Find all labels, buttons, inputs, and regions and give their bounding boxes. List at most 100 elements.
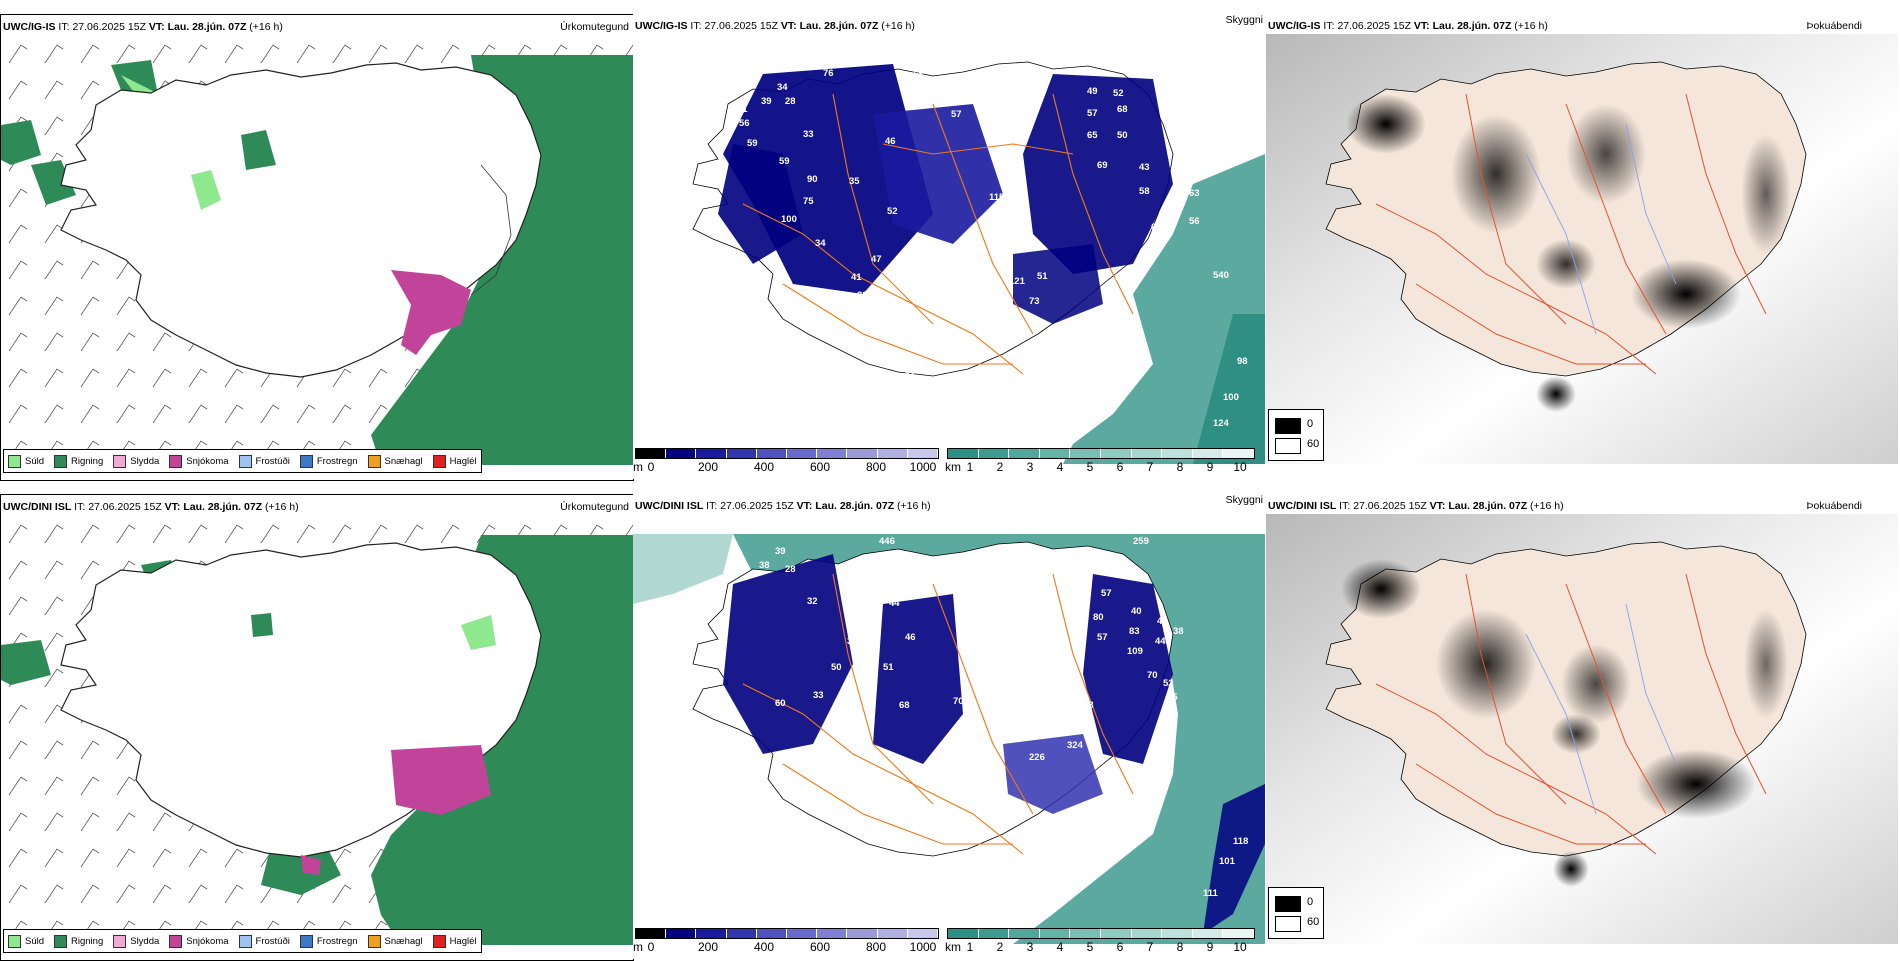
fog-legend-swatch bbox=[1275, 438, 1301, 454]
map-value: 57 bbox=[1175, 202, 1186, 213]
map-value: 39 bbox=[869, 646, 880, 657]
map-value: 56 bbox=[739, 118, 750, 129]
map-value: 124 bbox=[1213, 418, 1230, 429]
map-value: 111 bbox=[1203, 888, 1219, 899]
colorbar-tick: 3 bbox=[1026, 460, 1034, 474]
map-value: 68 bbox=[1117, 104, 1128, 115]
map-value: 178 bbox=[1053, 56, 1069, 67]
map-value: 61 bbox=[1075, 342, 1086, 353]
precip-panel-bottom: UWC/DINI ISL IT: 27.06.2025 15Z VT: Lau.… bbox=[0, 494, 634, 961]
panel-title: UWC/DINI ISL IT: 27.06.2025 15Z VT: Lau.… bbox=[1268, 500, 1564, 512]
legend-item: Frostúði bbox=[238, 454, 290, 468]
visibility-colorbar: km 1 2 3 4 5 6 7 8 9 10 bbox=[945, 926, 1265, 954]
legend-item: Frostúði bbox=[238, 934, 290, 948]
map-value: 41 bbox=[851, 272, 862, 283]
colorbar-tick: 9 bbox=[1206, 940, 1214, 954]
colorbar-tick: 7 bbox=[1146, 460, 1154, 474]
colorbar-tick: 0 bbox=[647, 460, 655, 474]
legend-swatch bbox=[299, 934, 313, 948]
map-value: 38 bbox=[857, 290, 868, 301]
map-value: 49 bbox=[1087, 86, 1098, 97]
map-value: 51 bbox=[737, 104, 748, 115]
legend-swatch bbox=[54, 934, 68, 948]
map-value: 40 bbox=[843, 732, 854, 743]
colorbar-tick: 600 bbox=[809, 460, 831, 474]
map-value: 540 bbox=[1213, 270, 1229, 281]
panel-label: Þokuábendi bbox=[1806, 20, 1862, 32]
map-value: 997 bbox=[1206, 126, 1222, 137]
map-value: 101 bbox=[1219, 856, 1236, 867]
colorbar-tick: 200 bbox=[697, 460, 719, 474]
map-value: 35 bbox=[849, 176, 860, 187]
cloud-map: 128 446 562 259 39 59 38 28 32 44 37 39 … bbox=[633, 514, 1265, 944]
precip-panel-top: UWC/IG-IS IT: 27.06.2025 15Z VT: Lau. 28… bbox=[0, 14, 634, 481]
map-value: 56 bbox=[953, 246, 964, 257]
map-value: 37 bbox=[847, 636, 858, 647]
colorbar-unit: m bbox=[633, 940, 643, 954]
map-value: 109 bbox=[1127, 646, 1143, 657]
precip-map bbox=[1, 515, 633, 945]
map-value: 57 bbox=[951, 109, 962, 120]
map-value: 83 bbox=[1025, 692, 1036, 703]
map-value: 39 bbox=[1175, 172, 1186, 183]
cloudbase-bar bbox=[635, 928, 939, 939]
legend-item: Snjókoma bbox=[169, 934, 229, 948]
colorbar-tick: 7 bbox=[1146, 940, 1154, 954]
map-value: 80 bbox=[1093, 612, 1104, 623]
map-value: 40 bbox=[1131, 606, 1142, 617]
panel-title: UWC/IG-IS IT: 27.06.2025 15Z VT: Lau. 28… bbox=[1268, 20, 1548, 32]
colorbar-tick: 400 bbox=[753, 940, 775, 954]
map-value: 549 bbox=[1231, 81, 1247, 92]
map-value: 51 bbox=[1037, 271, 1048, 282]
panel-title: UWC/DINI ISL IT: 27.06.2025 15Z VT: Lau.… bbox=[3, 501, 299, 513]
fog-legend-swatch bbox=[1275, 418, 1301, 434]
visibility-colorbar: km 1 2 3 4 5 6 7 8 9 10 bbox=[945, 446, 1265, 474]
map-value: 69 bbox=[1053, 326, 1064, 337]
map-value: 43 bbox=[1139, 162, 1150, 173]
colorbar-tick: 3 bbox=[1026, 940, 1034, 954]
colorbar-tick: 200 bbox=[697, 940, 719, 954]
colorbar-tick: 6 bbox=[1116, 460, 1124, 474]
panel-title: UWC/IG-IS IT: 27.06.2025 15Z VT: Lau. 28… bbox=[635, 20, 915, 32]
map-value: 75 bbox=[803, 196, 814, 207]
legend-item: Súld bbox=[8, 934, 44, 948]
map-value: 65 bbox=[1167, 706, 1178, 717]
colorbar-tick: 1 bbox=[966, 460, 974, 474]
legend-swatch bbox=[299, 454, 313, 468]
map-value: 69 bbox=[1097, 160, 1108, 171]
map-value: 562 bbox=[1001, 526, 1017, 537]
panel-label: Skyggni bbox=[1225, 14, 1263, 26]
colorbar-tick: 2 bbox=[996, 940, 1004, 954]
legend-item: Frostregn bbox=[299, 454, 358, 468]
map-value: 67 bbox=[1039, 712, 1050, 723]
map-value: 59 bbox=[733, 566, 744, 577]
legend-swatch bbox=[367, 934, 381, 948]
colorbar-tick: 1 bbox=[966, 940, 974, 954]
colorbar-tick: 5 bbox=[1086, 460, 1094, 474]
colorbar-tick: 1000 bbox=[909, 460, 937, 474]
legend-item: Rigning bbox=[54, 454, 103, 468]
legend-swatch bbox=[432, 454, 446, 468]
precip-legend: Súld Rigning Slydda Snjókoma Frostúði Fr… bbox=[3, 449, 482, 473]
map-value: 94 bbox=[899, 390, 910, 401]
map-value: 44 bbox=[1155, 636, 1166, 647]
colorbar-tick: 2 bbox=[996, 460, 1004, 474]
map-value: 63 bbox=[1189, 188, 1200, 199]
map-value: 28 bbox=[785, 96, 796, 107]
map-value: 118 bbox=[1233, 836, 1248, 847]
map-value: 38 bbox=[1173, 626, 1184, 637]
legend-item: Slydda bbox=[113, 454, 159, 468]
map-value: 59 bbox=[779, 156, 790, 167]
cloud-panel-bottom: UWC/DINI ISL IT: 27.06.2025 15Z VT: Lau.… bbox=[633, 494, 1265, 959]
panel-title: UWC/DINI ISL IT: 27.06.2025 15Z VT: Lau.… bbox=[635, 500, 931, 512]
panel-label: Úrkomutegund bbox=[560, 21, 629, 33]
map-value: 446 bbox=[879, 536, 895, 547]
colorbar-tick: 800 bbox=[865, 940, 887, 954]
fog-map bbox=[1266, 34, 1898, 464]
map-value: 68 bbox=[899, 700, 910, 711]
map-value: 42 bbox=[1157, 616, 1168, 627]
legend-swatch bbox=[8, 454, 21, 468]
map-value: 61 bbox=[1151, 222, 1162, 233]
map-value: 83 bbox=[1129, 626, 1140, 637]
map-value: 57 bbox=[1087, 108, 1098, 119]
